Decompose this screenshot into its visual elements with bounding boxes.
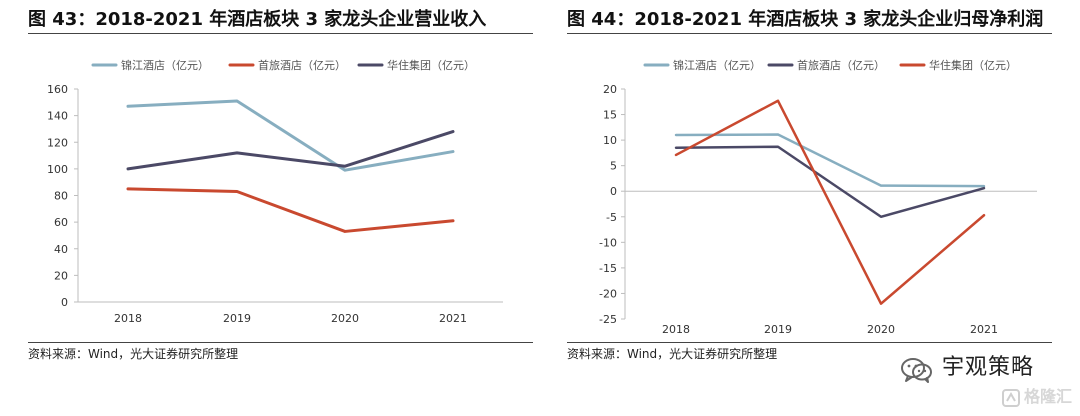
x-tick-label: 2019: [223, 312, 251, 325]
watermark-account: 宇观策略: [942, 355, 1035, 380]
series-line-2: [674, 145, 986, 219]
series-line-3: [126, 130, 455, 171]
x-tick-label: 2018: [114, 312, 142, 325]
y-tick-label: -15: [599, 262, 617, 275]
y-tick-label: 160: [47, 83, 68, 96]
series-point-1-3: [343, 169, 346, 172]
revenue-source-note: 资料来源：Wind，光大证券研究所整理: [28, 347, 239, 361]
profit-chart-title: 图 44：2018-2021 年酒店板块 3 家龙头企业归母净利润: [567, 9, 1044, 30]
series-point-2-3: [343, 230, 346, 233]
series-point-3-3: [343, 165, 346, 168]
x-tick-label: 2021: [439, 312, 467, 325]
series-line-1: [674, 133, 986, 188]
y-tick-label: -20: [599, 287, 617, 300]
y-tick-label: -10: [599, 236, 617, 249]
series-point-1-1: [126, 105, 129, 108]
watermark-brand: 格隆汇: [1024, 387, 1073, 406]
profit-source-note: 资料来源：Wind，光大证券研究所整理: [567, 347, 778, 361]
y-tick-label: 10: [603, 134, 617, 147]
x-tick-label: 2020: [331, 312, 359, 325]
revenue-chart-title: 图 43：2018-2021 年酒店板块 3 家龙头企业营业收入: [28, 9, 487, 30]
y-tick-label: 5: [610, 160, 617, 173]
x-tick-label: 2019: [764, 323, 792, 336]
profit-chart-panel: 图 44：2018-2021 年酒店板块 3 家龙头企业归母净利润 -25 -20…: [567, 0, 1052, 370]
watermark: 宇观策略 格隆汇: [900, 348, 1073, 412]
x-tick-label: 2020: [867, 323, 895, 336]
series-point-1-3: [879, 184, 882, 187]
series-point-1-2: [776, 133, 779, 136]
series-line-2: [126, 187, 455, 233]
series-point-1-2: [235, 99, 238, 102]
series-line-3: [674, 99, 986, 305]
series-line-1: [126, 99, 455, 172]
series-point-2-2: [776, 145, 779, 148]
y-tick-label: 15: [603, 109, 617, 122]
series-point-3-2: [776, 99, 779, 102]
revenue-line-chart: 0 20 40 60 80 100 120 140 160 2018 2019 2020 2021 锦江酒…: [47, 58, 503, 325]
series-point-3-2: [235, 151, 238, 154]
legend-label: 首旅酒店（亿元）: [258, 58, 346, 72]
revenue-bottom-rule: [28, 342, 533, 343]
series-point-3-4: [982, 214, 985, 217]
y-tick-label: 0: [61, 296, 68, 309]
legend-label: 锦江酒店（亿元）: [121, 58, 209, 72]
y-tick-label: 40: [54, 243, 68, 256]
y-tick-label: -25: [599, 313, 617, 326]
legend-label: 华住集团（亿元）: [929, 58, 1017, 72]
x-tick-label: 2018: [662, 323, 690, 336]
gelonghui-icon: [1002, 389, 1020, 407]
series-point-2-3: [879, 215, 882, 218]
series-point-3-3: [879, 302, 882, 305]
profit-line-chart: -25 -20 -15 -10 -5 0 5 10 15 20 2018 2019 2020 2021 锦江…: [599, 58, 1037, 336]
wechat-icon: [901, 358, 932, 383]
revenue-chart-panel: 图 43：2018-2021 年酒店板块 3 家龙头企业营业收入 0 20 40 60…: [28, 0, 533, 370]
x-tick-label: 2021: [970, 323, 998, 336]
y-tick-label: 60: [54, 216, 68, 229]
profit-bottom-rule: [567, 342, 1052, 343]
series-point-1-1: [674, 133, 677, 136]
y-tick-label: 20: [603, 83, 617, 96]
series-point-2-1: [126, 187, 129, 190]
legend-label: 华住集团（亿元）: [387, 58, 475, 72]
series-point-1-4: [451, 150, 454, 153]
series-point-3-1: [126, 167, 129, 170]
y-tick-label: 100: [47, 163, 68, 176]
y-tick-label: 120: [47, 136, 68, 149]
series-point-2-4: [451, 219, 454, 222]
series-point-2-2: [235, 190, 238, 193]
y-tick-label: 0: [610, 185, 617, 198]
legend-label: 锦江酒店（亿元）: [673, 58, 761, 72]
y-tick-label: 80: [54, 190, 68, 203]
y-tick-label: -5: [606, 211, 617, 224]
profit-title-rule: [567, 33, 1052, 34]
y-tick-label: 140: [47, 110, 68, 123]
series-point-3-4: [451, 130, 454, 133]
revenue-title-rule: [28, 33, 533, 34]
series-point-2-1: [674, 146, 677, 149]
y-tick-label: 20: [54, 269, 68, 282]
series-point-2-4: [982, 187, 985, 190]
legend-label: 首旅酒店（亿元）: [797, 58, 885, 72]
series-point-3-1: [674, 153, 677, 156]
